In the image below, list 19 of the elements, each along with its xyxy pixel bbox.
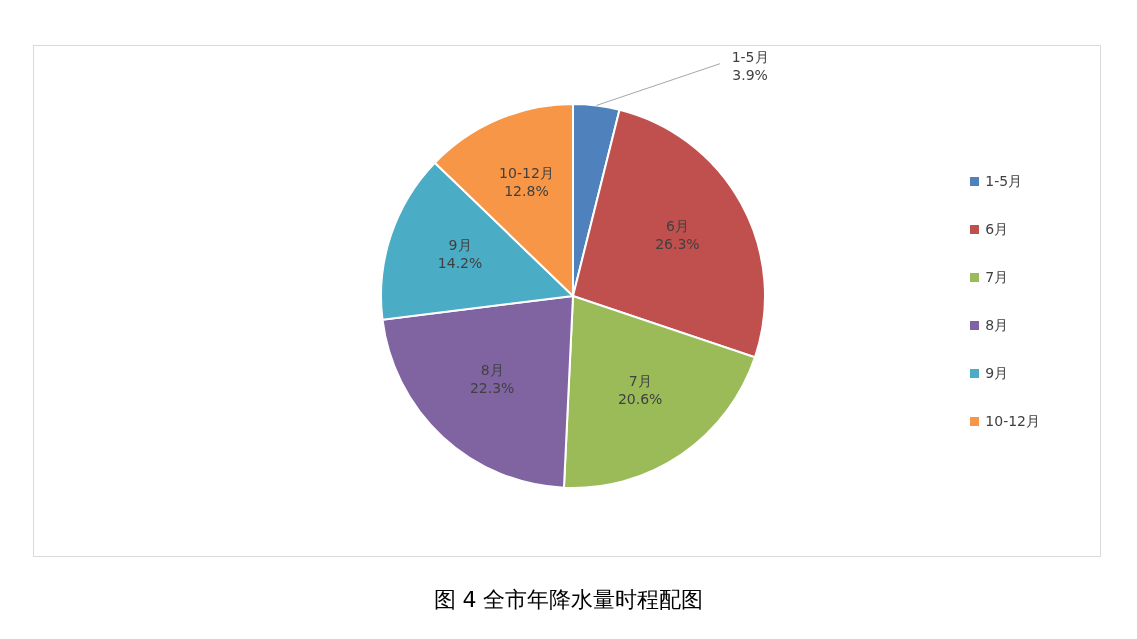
slice-label: 10-12月	[499, 165, 554, 182]
data-label: 12.8%	[504, 183, 549, 200]
slice-label: 8月	[480, 362, 504, 379]
data-label: 20.6%	[617, 391, 663, 408]
legend-label: 1-5月	[985, 172, 1023, 191]
slice-label: 9月	[448, 237, 472, 254]
data-label: 22.3%	[469, 380, 515, 397]
legend-label: 10-12月	[985, 412, 1040, 431]
slice-label: 7月	[628, 373, 652, 390]
legend-label: 9月	[985, 364, 1009, 383]
slice-label: 6月	[665, 217, 689, 234]
legend-label: 6月	[985, 220, 1009, 239]
data-label: 3.9%	[732, 66, 768, 83]
legend-label: 7月	[985, 268, 1009, 287]
data-label: 14.2%	[437, 255, 483, 272]
slice-label: 1-5月	[731, 48, 769, 65]
legend-label: 8月	[985, 316, 1009, 335]
text: 图 4 全市年降水量时程配图	[432, 586, 705, 614]
data-label: 26.3%	[655, 235, 700, 252]
